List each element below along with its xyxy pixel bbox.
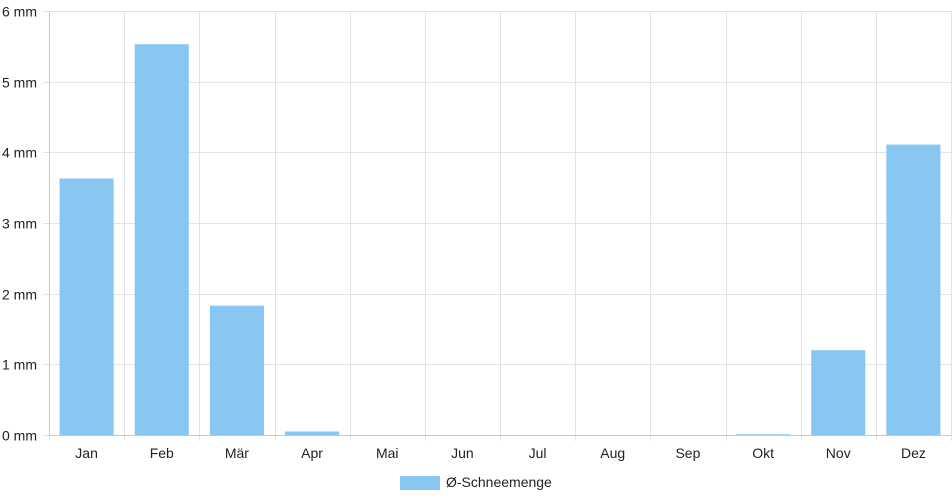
- y-tick-label: 3 mm: [2, 216, 37, 232]
- chart-legend[interactable]: Ø-Schneemenge: [400, 474, 552, 490]
- bar-apr[interactable]: [285, 431, 340, 435]
- y-tick-label: 1 mm: [2, 357, 37, 373]
- chart-axes: [49, 11, 951, 436]
- x-tick-label: Okt: [752, 445, 774, 461]
- x-tick-label: Jul: [529, 445, 547, 461]
- chart-bars: [59, 44, 941, 436]
- legend-label[interactable]: Ø-Schneemenge: [446, 474, 552, 490]
- y-tick-label: 2 mm: [2, 287, 37, 303]
- bar-mär[interactable]: [209, 305, 264, 435]
- bar-jan[interactable]: [59, 178, 114, 436]
- y-axis-labels: 0 mm 1 mm 2 mm 3 mm 4 mm 5 mm 6 mm: [2, 4, 37, 444]
- y-tick-label: 0 mm: [2, 428, 37, 444]
- bar-nov[interactable]: [811, 350, 866, 435]
- x-tick-label: Dez: [901, 445, 926, 461]
- bar-dez[interactable]: [886, 144, 941, 435]
- x-tick-label: Nov: [826, 445, 851, 461]
- x-tick-label: Aug: [600, 445, 625, 461]
- x-tick-label: Jun: [451, 445, 474, 461]
- x-tick-label: Sep: [675, 445, 700, 461]
- legend-swatch[interactable]: [400, 476, 440, 490]
- bar-feb[interactable]: [134, 44, 189, 436]
- y-tick-label: 6 mm: [2, 4, 37, 20]
- y-tick-label: 5 mm: [2, 75, 37, 91]
- x-tick-label: Mär: [225, 445, 249, 461]
- x-tick-label: Jan: [75, 445, 98, 461]
- bar-okt[interactable]: [736, 434, 791, 435]
- x-tick-label: Feb: [150, 445, 174, 461]
- x-tick-label: Mai: [376, 445, 399, 461]
- x-tick-label: Apr: [301, 445, 323, 461]
- chart-grid: [43, 11, 952, 441]
- x-axis-labels: Jan Feb Mär Apr Mai Jun Jul Aug Sep Okt Nov Dez: [75, 445, 926, 461]
- y-tick-label: 4 mm: [2, 145, 37, 161]
